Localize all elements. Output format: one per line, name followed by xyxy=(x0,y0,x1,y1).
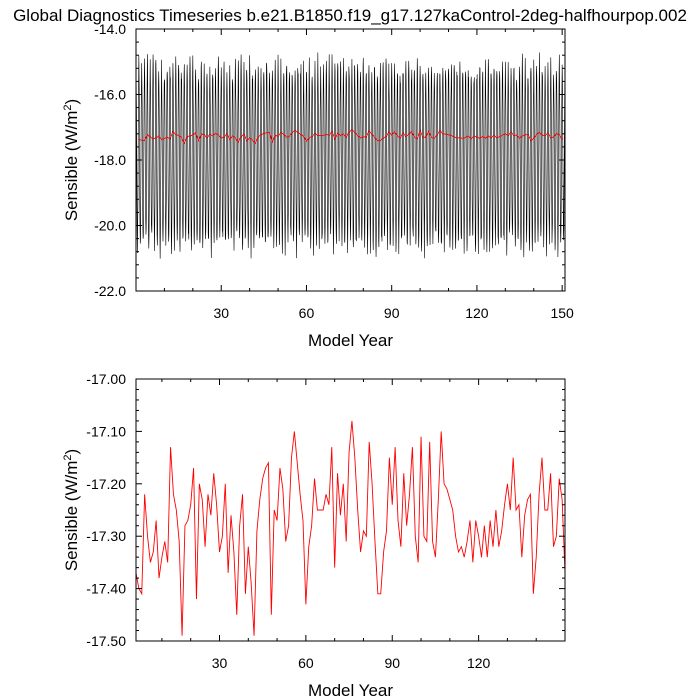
plot-frame xyxy=(135,378,566,642)
x-tick-label: 60 xyxy=(299,305,315,321)
series-annual-line xyxy=(136,420,565,636)
x-tick-label: 120 xyxy=(465,305,489,321)
y-tick-label: -14.0 xyxy=(94,21,126,37)
series-annual-mean-line xyxy=(138,129,563,145)
x-axis-title: Model Year xyxy=(308,681,393,700)
x-tick-label: 120 xyxy=(467,655,491,671)
y-tick-label: -17.00 xyxy=(86,371,126,387)
page-title: Global Diagnostics Timeseries b.e21.B185… xyxy=(13,6,687,25)
y-tick-label: -16.0 xyxy=(94,87,126,103)
x-tick-label: 30 xyxy=(213,305,229,321)
x-tick-label: 90 xyxy=(384,655,400,671)
y-tick-label: -22.0 xyxy=(94,283,126,299)
bottom-panel: 30 60 90 120 -17.50 -17.40 -17.30 -17.20 -17.10 -… xyxy=(62,371,566,700)
y-tick-label: -17.10 xyxy=(86,423,126,439)
y-tick-label: -17.20 xyxy=(86,476,126,492)
series-monthly-line xyxy=(136,52,565,259)
y-tick-label: -17.50 xyxy=(86,633,126,649)
x-axis-title: Model Year xyxy=(308,331,393,350)
y-axis-title: Sensible (W/m2) xyxy=(62,449,81,571)
x-tick-label: 150 xyxy=(550,305,574,321)
x-tick-label: 90 xyxy=(384,305,400,321)
y-tick-label: -18.0 xyxy=(94,152,126,168)
y-axis-title: Sensible (W/m2) xyxy=(62,99,81,221)
y-tick-label: -17.30 xyxy=(86,528,126,544)
y-tick-label: -17.40 xyxy=(86,581,126,597)
x-tick-label: 30 xyxy=(212,655,228,671)
x-tick-label: 60 xyxy=(298,655,314,671)
y-tick-label: -20.0 xyxy=(94,218,126,234)
top-panel: 30 60 90 120 150 -22.0 -20.0 -18.0 -16.0 -14.0 Mod… xyxy=(62,21,574,350)
